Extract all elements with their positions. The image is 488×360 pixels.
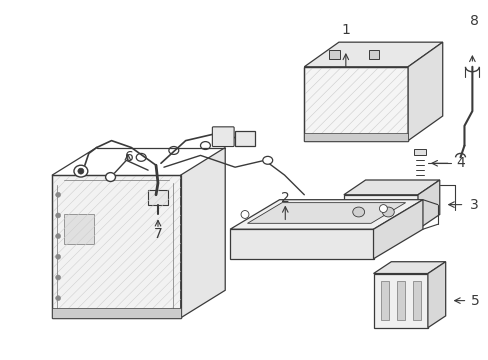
- Ellipse shape: [74, 165, 88, 177]
- Polygon shape: [304, 133, 407, 141]
- Polygon shape: [373, 262, 445, 274]
- Text: 1: 1: [341, 23, 349, 37]
- Polygon shape: [247, 203, 405, 223]
- Text: 8: 8: [469, 14, 478, 27]
- Polygon shape: [64, 215, 94, 244]
- Polygon shape: [381, 282, 388, 320]
- Polygon shape: [343, 195, 417, 229]
- Text: 3: 3: [469, 198, 478, 212]
- Polygon shape: [181, 148, 225, 318]
- Polygon shape: [52, 308, 181, 318]
- Polygon shape: [230, 200, 422, 229]
- Polygon shape: [407, 42, 442, 141]
- Text: 6: 6: [125, 150, 134, 165]
- Ellipse shape: [105, 172, 115, 181]
- Polygon shape: [427, 262, 445, 328]
- Polygon shape: [343, 180, 439, 195]
- Circle shape: [375, 318, 380, 322]
- Ellipse shape: [382, 207, 393, 217]
- Ellipse shape: [262, 156, 272, 164]
- Polygon shape: [373, 200, 422, 259]
- Polygon shape: [304, 42, 442, 67]
- Circle shape: [78, 168, 83, 174]
- Polygon shape: [412, 282, 420, 320]
- Circle shape: [241, 211, 248, 219]
- Text: 4: 4: [455, 156, 464, 170]
- Circle shape: [56, 296, 61, 301]
- Polygon shape: [304, 67, 407, 141]
- FancyBboxPatch shape: [212, 127, 234, 147]
- Text: 2: 2: [280, 191, 289, 205]
- Polygon shape: [230, 229, 373, 259]
- Circle shape: [375, 306, 380, 310]
- Ellipse shape: [352, 207, 364, 217]
- Circle shape: [56, 254, 61, 259]
- Text: 7: 7: [153, 227, 162, 241]
- Circle shape: [56, 234, 61, 239]
- Polygon shape: [52, 175, 181, 318]
- Polygon shape: [417, 180, 439, 229]
- Bar: [413, 149, 425, 156]
- Circle shape: [56, 192, 61, 197]
- Polygon shape: [148, 190, 167, 204]
- Circle shape: [56, 213, 61, 218]
- Polygon shape: [235, 131, 254, 145]
- Polygon shape: [373, 274, 427, 328]
- Circle shape: [56, 275, 61, 280]
- Polygon shape: [396, 282, 405, 320]
- Text: 5: 5: [470, 294, 479, 307]
- Circle shape: [379, 204, 386, 212]
- FancyBboxPatch shape: [368, 50, 379, 59]
- FancyBboxPatch shape: [328, 50, 339, 59]
